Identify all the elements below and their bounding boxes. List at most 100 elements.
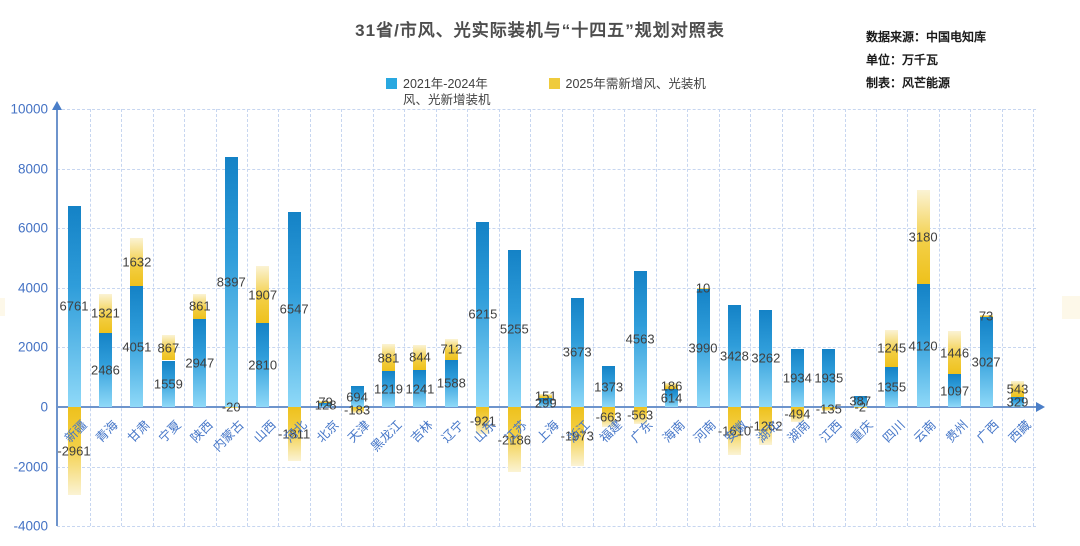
bar-actual-27 (916, 284, 930, 407)
bar-needed-19 (665, 383, 678, 389)
gridline-h-0 (57, 109, 1036, 110)
legend-item-actual[interactable]: 2021年-2024年 风、光新增装机 (386, 76, 491, 108)
value-label-actual-30: 329 (1006, 394, 1029, 410)
value-label-needed-21: -1610 (717, 423, 752, 439)
value-label-needed-11: 844 (409, 349, 431, 365)
value-label-needed-12: 712 (440, 341, 463, 357)
value-label-actual-20: 3990 (688, 340, 718, 355)
value-label-needed-15: 151 (534, 388, 557, 404)
bar-needed-13 (476, 407, 490, 435)
bar-actual-23 (790, 349, 804, 407)
bar-actual-3 (161, 360, 175, 407)
bar-actual-12 (444, 359, 458, 407)
value-label-actual-29: 3027 (971, 354, 1001, 370)
bar-needed-4 (193, 293, 207, 320)
gridline-v-26 (907, 109, 909, 527)
bar-needed-28 (948, 331, 962, 375)
gridline-v-28 (970, 109, 972, 527)
value-label-needed-5: -20 (221, 399, 241, 415)
bar-actual-21 (727, 304, 741, 407)
value-label-actual-0: 6761 (59, 298, 89, 314)
value-label-actual-28: 1097 (940, 383, 970, 399)
bar-actual-30 (1011, 397, 1024, 407)
gridline-v-4 (215, 109, 217, 527)
x-axis-arrow-icon (1036, 402, 1045, 412)
gridline-v-20 (718, 109, 720, 527)
value-label-actual-13: 6215 (468, 306, 498, 322)
legend-item-needed[interactable]: 2025年需新增风、光装机 (548, 76, 706, 108)
legend-label-actual: 2021年-2024年 风、光新增装机 (403, 76, 491, 108)
y-tick-label-2: 6000 (17, 220, 48, 236)
value-label-needed-10: 881 (377, 350, 400, 365)
bar-needed-16 (570, 407, 584, 466)
author-text: 制表：风芒能源 (866, 76, 951, 90)
x-axis-line (57, 406, 1038, 408)
gridline-v-7 (309, 109, 311, 527)
y-axis-line (56, 107, 58, 527)
bar-needed-2 (130, 237, 144, 287)
gridline-v-13 (498, 109, 500, 527)
value-label-needed-14: -2186 (497, 432, 531, 448)
gridline-v-24 (844, 109, 846, 527)
bar-needed-6 (256, 266, 270, 324)
value-label-actual-12: 1588 (436, 375, 466, 391)
bar-actual-2 (130, 286, 144, 407)
value-label-actual-4: 2947 (185, 355, 215, 371)
bar-actual-18 (633, 271, 647, 407)
gridline-v-29 (1001, 109, 1003, 527)
bar-actual-6 (256, 323, 270, 407)
y-tick-label-1: 8000 (17, 161, 48, 177)
bar-actual-11 (413, 370, 427, 407)
gridline-v-11 (435, 109, 437, 527)
value-label-needed-1: 1321 (90, 305, 120, 321)
value-label-needed-3: 867 (157, 340, 180, 356)
value-label-needed-26: 1245 (877, 340, 907, 356)
y-axis-arrow-icon (52, 101, 62, 110)
value-label-actual-1: 2486 (90, 362, 120, 378)
value-label-needed-25: -2 (854, 399, 867, 415)
y-tick-label-5: 0 (40, 399, 48, 415)
value-label-actual-11: 1241 (405, 381, 435, 396)
gridline-v-0 (89, 109, 91, 527)
value-label-actual-8: 128 (314, 397, 337, 413)
bar-needed-1 (99, 293, 112, 333)
bar-actual-1 (99, 332, 112, 407)
value-label-needed-0: -2961 (57, 443, 91, 459)
gridline-v-12 (467, 109, 469, 527)
bar-needed-10 (382, 344, 395, 371)
value-label-needed-22: -1262 (749, 418, 783, 434)
value-label-actual-9: 694 (346, 389, 368, 405)
value-label-actual-5: 8397 (216, 274, 246, 290)
watermark-patch-right (1062, 296, 1080, 319)
value-label-needed-9: -183 (344, 402, 371, 418)
gridline-v-17 (624, 109, 626, 527)
value-label-actual-15: 299 (534, 395, 557, 410)
meta-block: 数据来源：中国电知库 单位：万千瓦 制表：风芒能源 (866, 26, 986, 95)
bar-actual-20 (696, 288, 710, 407)
bar-needed-30 (1011, 381, 1024, 398)
bar-actual-13 (476, 221, 490, 407)
bar-actual-29 (979, 316, 993, 407)
gridline-v-21 (750, 109, 752, 527)
value-label-needed-16: -1973 (560, 428, 594, 444)
value-label-needed-19: 186 (660, 378, 683, 394)
value-label-actual-14: 5255 (499, 321, 529, 337)
value-label-actual-18: 4563 (625, 331, 655, 347)
bar-needed-24 (822, 407, 836, 411)
bar-actual-0 (67, 205, 81, 407)
bar-actual-5 (224, 156, 238, 407)
gridline-v-18 (655, 109, 657, 527)
bar-needed-11 (413, 344, 427, 371)
bar-needed-5 (224, 407, 238, 408)
bar-actual-26 (885, 366, 899, 407)
gridline-v-15 (561, 109, 563, 527)
unit-text: 单位：万千瓦 (866, 53, 939, 67)
bar-actual-8 (319, 403, 333, 407)
bar-actual-15 (539, 398, 553, 407)
gridline-v-3 (184, 109, 186, 527)
value-label-actual-6: 2810 (248, 357, 278, 373)
value-label-needed-23: -494 (784, 406, 811, 422)
bar-needed-8 (319, 400, 333, 404)
value-label-needed-18: -563 (627, 407, 654, 423)
bar-needed-29 (979, 314, 993, 317)
